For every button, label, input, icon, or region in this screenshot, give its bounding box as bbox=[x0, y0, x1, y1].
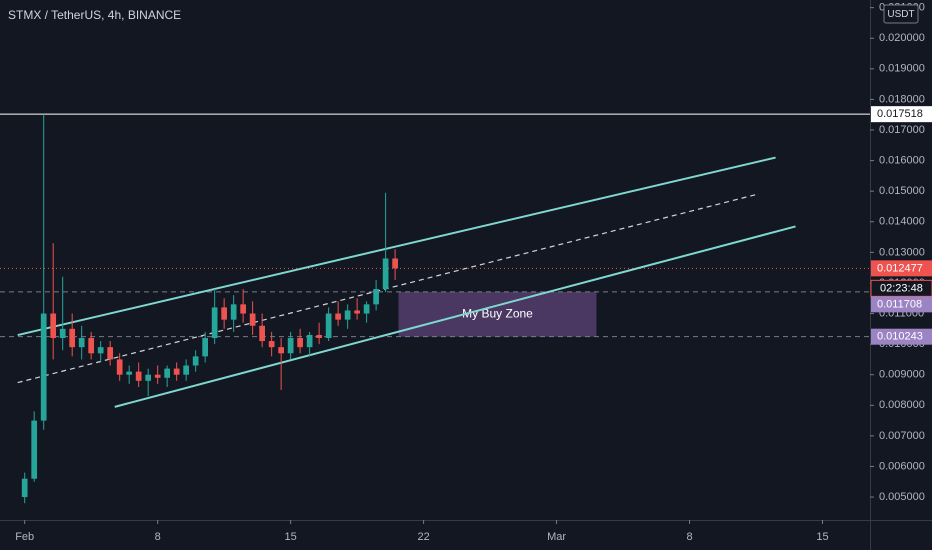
candle-body bbox=[344, 310, 351, 320]
y-tick-label: 0.007000 bbox=[879, 430, 925, 442]
currency-tag bbox=[883, 4, 919, 24]
y-tick-label: 0.019000 bbox=[879, 63, 925, 75]
candle-body bbox=[164, 368, 171, 378]
x-tick-label: 15 bbox=[285, 531, 297, 543]
candle-body bbox=[240, 304, 246, 314]
candle-body bbox=[221, 307, 227, 320]
candle-body bbox=[202, 338, 209, 357]
candle-body bbox=[230, 304, 237, 320]
chart-title: STMX / TetherUS, 4h, BINANCE bbox=[8, 8, 181, 22]
y-tick-label: 0.017000 bbox=[879, 124, 925, 136]
x-tick-label: Feb bbox=[15, 531, 34, 543]
price-level-label: 0.010243 bbox=[877, 331, 923, 343]
price-level-tag bbox=[871, 260, 932, 277]
candle-body bbox=[183, 365, 190, 375]
candle-body bbox=[31, 420, 38, 479]
candle-body bbox=[249, 313, 256, 326]
price-level-tag bbox=[871, 106, 932, 123]
x-tick-label: 22 bbox=[417, 531, 429, 543]
trendline bbox=[17, 156, 776, 337]
candle-body bbox=[259, 325, 265, 342]
candle-body bbox=[154, 374, 161, 378]
candle-body bbox=[173, 368, 180, 375]
trendline bbox=[114, 225, 796, 408]
x-tick-label: 8 bbox=[686, 531, 692, 543]
candle-body bbox=[59, 328, 66, 338]
candle-body bbox=[287, 338, 294, 354]
y-tick-label: 0.005000 bbox=[879, 491, 925, 503]
y-tick-label: 0.008000 bbox=[879, 399, 925, 411]
candle-body bbox=[211, 307, 218, 338]
candle-body bbox=[107, 347, 114, 360]
y-tick-label: 0.020000 bbox=[879, 32, 925, 44]
y-tick-label: 0.015000 bbox=[879, 185, 925, 197]
candle-body bbox=[116, 359, 123, 375]
candle-body bbox=[69, 328, 76, 348]
y-tick-label: 0.006000 bbox=[879, 460, 925, 472]
buy-zone-label: My Buy Zone bbox=[462, 306, 533, 320]
candle-body bbox=[373, 289, 379, 305]
y-tick-label: 0.014000 bbox=[879, 216, 925, 228]
y-tick-label: 0.016000 bbox=[879, 154, 925, 166]
candle-body bbox=[135, 371, 142, 381]
candle-body bbox=[88, 338, 95, 354]
y-tick-label: 0.013000 bbox=[879, 246, 925, 258]
x-tick-label: Mar bbox=[547, 531, 566, 543]
candle-body bbox=[382, 258, 389, 290]
countdown-label: 02:23:48 bbox=[880, 282, 923, 294]
price-level-label: 0.012477 bbox=[877, 262, 923, 274]
candle-body bbox=[268, 341, 275, 348]
price-level-label: 0.011708 bbox=[877, 298, 922, 310]
candle-body bbox=[40, 313, 47, 421]
candle-body bbox=[363, 304, 370, 314]
candle-body bbox=[278, 347, 284, 354]
candle-body bbox=[316, 334, 322, 338]
candle-body bbox=[192, 356, 199, 366]
candle-body bbox=[50, 313, 57, 338]
candle-body bbox=[126, 371, 133, 375]
price-level-tag bbox=[871, 296, 932, 313]
price-level-tag bbox=[871, 328, 932, 345]
candle-body bbox=[354, 310, 360, 314]
candle-body bbox=[297, 338, 303, 348]
buy-zone bbox=[398, 291, 597, 337]
candle-body bbox=[145, 374, 152, 381]
x-tick-label: 15 bbox=[816, 531, 828, 543]
candle-body bbox=[78, 338, 85, 348]
candle-body bbox=[21, 478, 28, 498]
y-tick-label: 0.018000 bbox=[879, 93, 925, 105]
candle-body bbox=[97, 347, 104, 354]
candle-body bbox=[392, 258, 398, 269]
x-tick-label: 8 bbox=[155, 531, 161, 543]
candle-body bbox=[335, 313, 341, 320]
candle-body bbox=[325, 313, 332, 338]
y-tick-label: 0.009000 bbox=[879, 369, 925, 381]
candle-body bbox=[306, 334, 313, 348]
price-level-label: 0.017518 bbox=[877, 108, 923, 120]
currency-label: USDT bbox=[887, 9, 914, 20]
